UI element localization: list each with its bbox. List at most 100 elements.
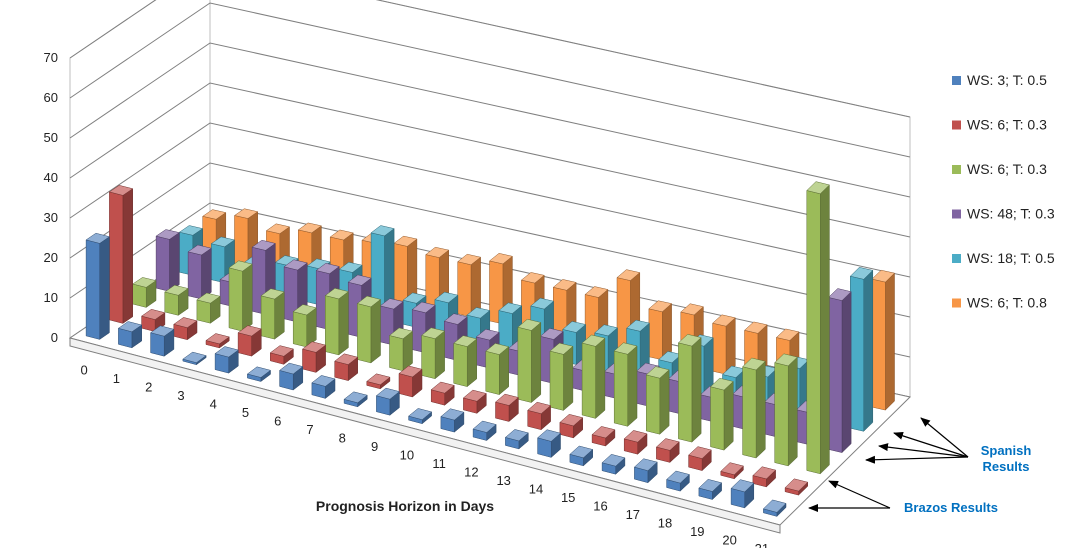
bar-front: [211, 243, 225, 284]
bar-top: [237, 325, 262, 337]
bar: [613, 342, 638, 427]
bar-top: [539, 328, 564, 340]
bar: [370, 225, 395, 321]
bar-side: [755, 360, 766, 459]
bar: [334, 353, 359, 382]
legend: WS: 3; T: 0.5 WS: 6; T: 0.3 WS: 6; T: 0.3 W…: [952, 72, 1055, 311]
bar: [569, 445, 594, 467]
bar-top: [594, 324, 619, 337]
x-tick-label: 7: [306, 422, 313, 437]
bar-front: [453, 342, 468, 387]
bar-top: [117, 321, 143, 333]
bar-top: [601, 454, 626, 467]
bar-top: [347, 274, 372, 286]
bar: [440, 408, 465, 433]
bar-front: [234, 215, 249, 267]
x-tick-label: 9: [371, 439, 378, 454]
bar-front: [302, 348, 317, 373]
bar-top: [182, 351, 207, 363]
bar: [784, 478, 809, 496]
bar: [132, 277, 157, 308]
bar-top: [411, 301, 436, 314]
bar: [228, 260, 253, 332]
bar: [871, 269, 896, 411]
bar: [494, 393, 519, 423]
bar-top: [871, 269, 896, 283]
bar: [393, 235, 418, 303]
x-tick-label: 16: [593, 498, 607, 513]
bar-side: [595, 337, 606, 419]
x-tick-label: 13: [496, 473, 510, 488]
bar: [155, 229, 180, 292]
bar: [311, 375, 336, 399]
bar-side: [434, 330, 445, 380]
y-tick-label: 50: [44, 130, 58, 145]
bar-top: [488, 253, 513, 265]
bar-top: [315, 263, 340, 274]
bar-top: [626, 319, 650, 332]
bar-front: [871, 278, 886, 411]
bar-top: [402, 292, 427, 304]
bar: [388, 327, 414, 372]
bar: [108, 185, 134, 324]
bar: [591, 426, 616, 447]
bar-top: [292, 304, 317, 316]
bar-top: [430, 381, 455, 394]
bar: [324, 288, 349, 356]
bar: [457, 253, 482, 318]
gridline: [69, 2, 911, 158]
bar-top: [530, 297, 555, 310]
bar-front: [613, 350, 628, 427]
bar: [527, 401, 552, 431]
annotation-arrow: [865, 455, 969, 464]
bar-top: [164, 284, 189, 296]
bar-front: [712, 322, 727, 375]
bar-top: [311, 375, 336, 387]
bar-top: [527, 401, 552, 414]
bar-top: [498, 302, 523, 314]
bar-top: [457, 253, 482, 266]
x-tick-label: 8: [339, 430, 346, 445]
bar-side: [338, 291, 349, 356]
bar-side: [659, 369, 670, 435]
bar: [655, 438, 680, 463]
bar-top: [379, 298, 404, 310]
bar: [698, 479, 723, 501]
bar: [648, 300, 673, 361]
x-axis-ticks: 0123456789101112131415161718192021: [80, 362, 769, 548]
bar-top: [549, 342, 574, 355]
bar: [453, 335, 478, 388]
bar: [246, 366, 272, 383]
bar-front: [393, 243, 408, 303]
bar-front: [132, 283, 147, 308]
bar-top: [552, 279, 577, 291]
bar: [712, 314, 736, 375]
bar: [559, 414, 584, 439]
bar-top: [260, 288, 285, 300]
bar: [375, 387, 400, 416]
bar-top: [388, 327, 414, 340]
bar-top: [205, 333, 230, 345]
bar-top: [343, 391, 368, 404]
x-tick-label: 19: [690, 524, 704, 539]
bar-front: [357, 303, 372, 364]
bar-front: [150, 332, 165, 357]
bar-top: [584, 286, 609, 298]
bar: [709, 377, 734, 451]
x-tick-label: 6: [274, 413, 281, 428]
annotation-arrow: [920, 417, 969, 458]
bar-top: [762, 499, 787, 513]
legend-swatch: [952, 254, 961, 263]
bar: [504, 429, 529, 450]
bar-side: [201, 247, 212, 300]
gridline: [69, 82, 911, 238]
bar-top: [85, 232, 110, 244]
bar-top: [635, 362, 660, 375]
bar-front: [389, 335, 404, 372]
bar-side: [242, 263, 253, 332]
bar-top: [132, 277, 157, 288]
legend-label: WS: 3; T: 0.5: [967, 72, 1047, 88]
annotation-arrow: [828, 480, 891, 509]
bar-top: [742, 357, 766, 371]
bar-side: [99, 236, 110, 340]
